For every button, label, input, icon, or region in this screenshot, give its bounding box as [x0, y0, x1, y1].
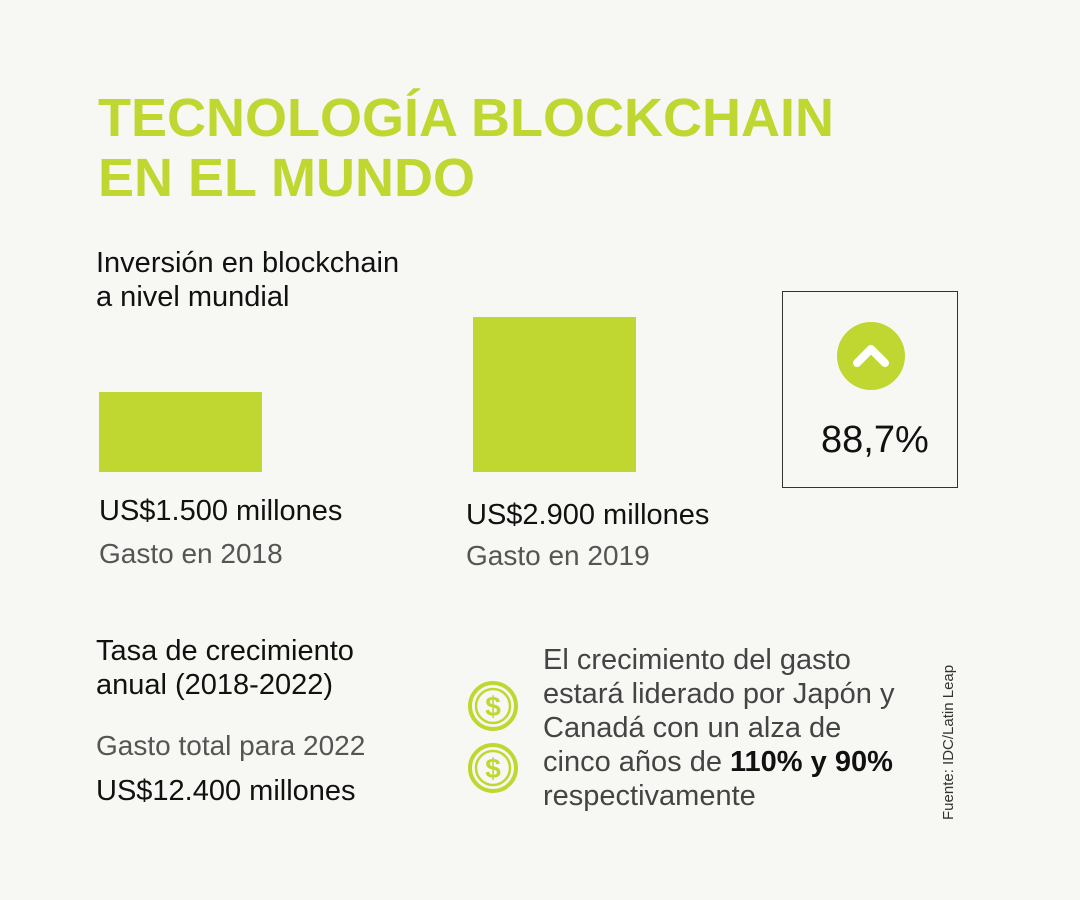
source-credit: Fuente: IDC/Latin Leap — [940, 640, 960, 820]
source-text: Fuente: IDC/Latin Leap — [940, 664, 957, 820]
note-line-1: El crecimiento del gasto — [543, 644, 851, 676]
dollar-icon: $ — [468, 743, 518, 793]
note-line-2: estará liderado por Japón y — [543, 678, 895, 710]
bar-value-label-2019: US$2.900 millones — [466, 499, 710, 531]
bar-category-label-2018: Gasto en 2018 — [99, 538, 283, 569]
subtitle-line-1: Inversión en blockchain — [96, 247, 400, 279]
growth-box: 88,7% — [782, 291, 958, 488]
total-label: Gasto total para 2022 — [96, 730, 366, 761]
total-value: US$12.400 millones — [96, 775, 356, 807]
chart-subtitle: Inversión en blockchain a nivel mundial — [96, 246, 496, 314]
rate-title-line-2: anual (2018-2022) — [96, 669, 334, 701]
dollar-icon: $ — [468, 681, 518, 731]
note-line-5: respectivamente — [543, 780, 756, 812]
growth-note: El crecimiento del gasto estará liderado… — [543, 643, 943, 813]
title-line-1: TECNOLOGÍA BLOCKCHAIN — [98, 88, 834, 148]
page-title: TECNOLOGÍA BLOCKCHAIN EN EL MUNDO — [98, 88, 958, 208]
rate-title-line-1: Tasa de crecimiento — [96, 635, 354, 667]
svg-text:$: $ — [485, 691, 501, 722]
growth-value: 88,7% — [821, 419, 929, 461]
chevron-up-icon — [837, 322, 905, 390]
bar-category-label-2019: Gasto en 2019 — [466, 540, 650, 571]
svg-text:$: $ — [485, 753, 501, 784]
rate-title: Tasa de crecimiento anual (2018-2022) — [96, 634, 354, 702]
bar-2018 — [99, 392, 262, 472]
bar-value-label-2018: US$1.500 millones — [99, 495, 343, 527]
subtitle-line-2: a nivel mundial — [96, 281, 290, 313]
note-line-4-bold: 110% y 90% — [730, 746, 893, 778]
title-line-2: EN EL MUNDO — [98, 148, 476, 208]
note-line-4: cinco años de 110% y 90% — [543, 745, 943, 779]
note-line-3: Canadá con un alza de — [543, 712, 842, 744]
note-line-4-prefix: cinco años de — [543, 746, 731, 778]
bar-2019 — [473, 317, 636, 472]
